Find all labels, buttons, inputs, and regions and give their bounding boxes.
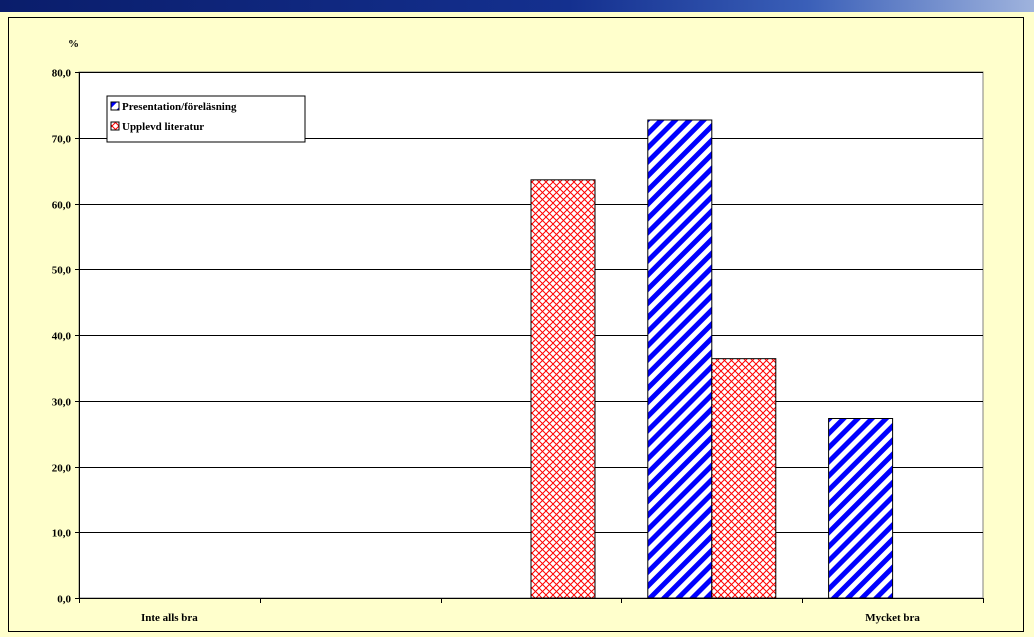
legend: Presentation/föreläsning Upplevd literatu… (106, 95, 306, 143)
x-category-label: Mycket bra (865, 612, 920, 624)
y-tick-label: 20,0 (52, 463, 72, 475)
legend-box (106, 95, 306, 143)
bar (530, 179, 596, 599)
y-tick-label: 50,0 (52, 265, 72, 277)
y-tick-label: 30,0 (52, 397, 72, 409)
bar (828, 418, 894, 599)
legend-swatch (110, 101, 120, 111)
legend-swatch (110, 121, 120, 131)
y-axis-title: % (68, 38, 79, 50)
y-tick-label: 70,0 (52, 134, 72, 146)
bar (647, 119, 713, 599)
top-banner-band (0, 0, 1034, 12)
y-tick-label: 60,0 (52, 200, 72, 212)
y-tick-label: 10,0 (52, 528, 72, 540)
bar (711, 358, 777, 599)
y-tick-label: 80,0 (52, 68, 72, 80)
legend-label: Upplevd literatur (122, 121, 204, 133)
x-category-label: Inte alls bra (141, 612, 198, 624)
y-tick-label: 0,0 (57, 594, 71, 606)
legend-label: Presentation/föreläsning (122, 101, 237, 113)
y-tick-label: 40,0 (52, 331, 72, 343)
